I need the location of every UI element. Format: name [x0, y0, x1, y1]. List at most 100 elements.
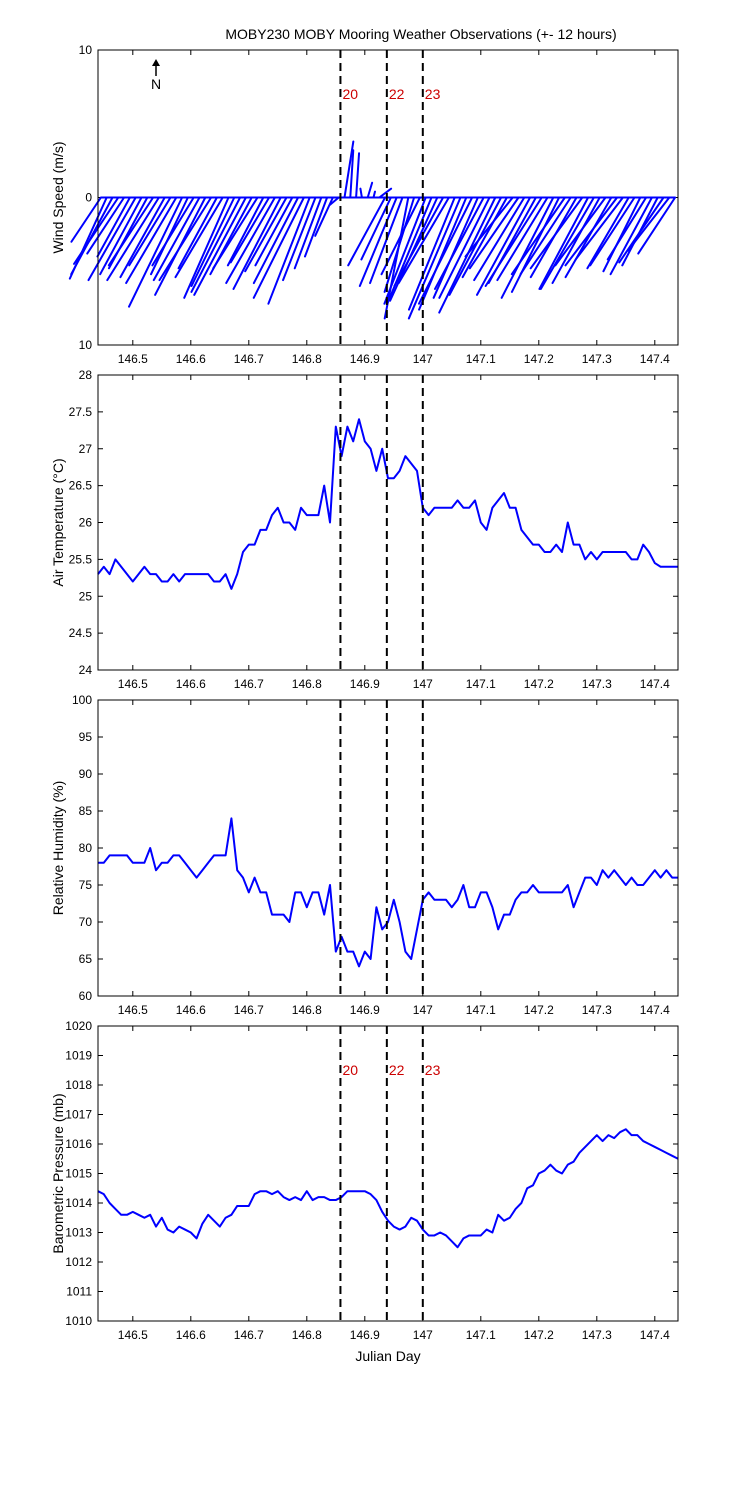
- wind-vector: [551, 196, 601, 285]
- x-tick-label: 146.5: [118, 1003, 148, 1017]
- axes-frame: [97, 374, 679, 671]
- wind-vector: [193, 196, 247, 296]
- wind-vector: [564, 196, 613, 279]
- wind-vector: [407, 196, 456, 311]
- x-tick-label: 146.9: [350, 352, 380, 366]
- axes-frame: [97, 1025, 679, 1322]
- wind-vector: [618, 196, 665, 264]
- data-line: [97, 1128, 679, 1249]
- wind-vector: [500, 196, 555, 299]
- y-tick-label: 10: [79, 338, 93, 352]
- north-arrow-head: [152, 59, 160, 66]
- x-tick-label: 147: [413, 352, 433, 366]
- x-tick-label: 146.9: [350, 677, 380, 691]
- wind-vector: [349, 149, 355, 199]
- wind-vector: [510, 196, 561, 293]
- wind-vector: [484, 196, 543, 287]
- wind-vector: [538, 196, 590, 290]
- y-tick-label: 70: [79, 915, 93, 929]
- figure-title: MOBY230 MOBY Mooring Weather Observation…: [225, 26, 616, 42]
- x-tick-label: 147.2: [524, 677, 554, 691]
- wind-vector: [174, 196, 224, 279]
- wind-vector: [539, 196, 595, 290]
- y-tick-label: 100: [72, 693, 92, 707]
- x-tick-label: 147.3: [582, 677, 612, 691]
- x-tick-label: 146.6: [176, 352, 206, 366]
- wind-vector: [378, 187, 393, 199]
- wind-vector: [510, 196, 566, 276]
- wind-vector: [407, 196, 462, 320]
- x-tick-label: 147: [413, 677, 433, 691]
- y-tick-label: 1012: [65, 1255, 92, 1269]
- wind-vector: [151, 196, 195, 267]
- wind-vector: [383, 196, 427, 305]
- y-tick-label: 1020: [65, 1019, 92, 1033]
- wind-vector: [73, 196, 120, 265]
- y-tick-label: 60: [79, 989, 93, 1003]
- x-tick-label: 147.1: [466, 1328, 496, 1342]
- wind-vector: [589, 196, 636, 267]
- y-tick-label: 10: [79, 43, 93, 57]
- wind-vector: [418, 196, 468, 311]
- x-tick-label: 146.8: [292, 352, 322, 366]
- wind-vector: [328, 196, 340, 206]
- x-tick-label: 146.7: [234, 1328, 264, 1342]
- x-tick-label: 147.3: [582, 352, 612, 366]
- x-tick-label: 147.4: [640, 1328, 670, 1342]
- wind-vector: [554, 196, 607, 267]
- x-tick-label: 146.5: [118, 352, 148, 366]
- wind-vector: [86, 196, 126, 255]
- y-tick-label: 1013: [65, 1226, 92, 1240]
- panel-4: Barometric Pressure (mb) 1010 1011 1012 1013…: [50, 1019, 679, 1364]
- x-tick-label: 146.5: [118, 677, 148, 691]
- wind-vector: [473, 196, 526, 282]
- y-tick-label: 1018: [65, 1078, 92, 1092]
- marker-label: 20: [342, 1062, 358, 1078]
- wind-vector: [303, 196, 329, 258]
- wind-vector: [359, 187, 363, 199]
- marker-label: 23: [425, 86, 441, 102]
- marker-label: 22: [389, 86, 405, 102]
- y-tick-label: 25.5: [69, 552, 93, 566]
- y-tick-label: 1011: [66, 1285, 92, 1299]
- wind-vector: [106, 196, 160, 282]
- wind-vector: [128, 196, 172, 267]
- wind-vector: [397, 196, 450, 285]
- wind-vector: [564, 196, 619, 267]
- x-tick-label: 147.3: [582, 1328, 612, 1342]
- x-tick-label: 147.2: [524, 1003, 554, 1017]
- y-tick-label: 90: [79, 767, 93, 781]
- wind-vector: [355, 152, 361, 199]
- wind-vector: [343, 140, 355, 199]
- wind-vector: [519, 196, 572, 276]
- wind-vector: [393, 196, 445, 287]
- wind-vector: [418, 196, 474, 305]
- y-tick-label: 25: [79, 589, 93, 603]
- wind-vector: [70, 196, 102, 243]
- x-tick-label: 146.7: [234, 677, 264, 691]
- x-tick-label: 147.2: [524, 1328, 554, 1342]
- wind-vector: [468, 196, 520, 270]
- wind-vector: [128, 196, 184, 308]
- x-axis-label: Julian Day: [355, 1348, 420, 1364]
- wind-vector: [183, 196, 230, 299]
- wind-vector: [347, 196, 387, 267]
- x-tick-label: 147.4: [640, 352, 670, 366]
- wind-vector: [96, 196, 131, 258]
- wind-vector: [229, 196, 271, 264]
- wind-vector: [464, 196, 514, 258]
- y-tick-label: 65: [79, 952, 93, 966]
- y-tick-label: 1014: [65, 1196, 92, 1210]
- wind-vector: [529, 196, 584, 270]
- x-tick-label: 146.8: [292, 1328, 322, 1342]
- wind-vector: [254, 196, 294, 267]
- wind-vector: [448, 196, 503, 296]
- wind-vector: [190, 196, 236, 287]
- wind-vector: [369, 196, 404, 285]
- axes-frame: [97, 699, 679, 997]
- wind-vector: [627, 196, 671, 252]
- data-line: [98, 817, 678, 968]
- y-tick-label: 85: [79, 804, 93, 818]
- north-arrow: N: [151, 59, 161, 92]
- y-tick-label: 95: [79, 730, 93, 744]
